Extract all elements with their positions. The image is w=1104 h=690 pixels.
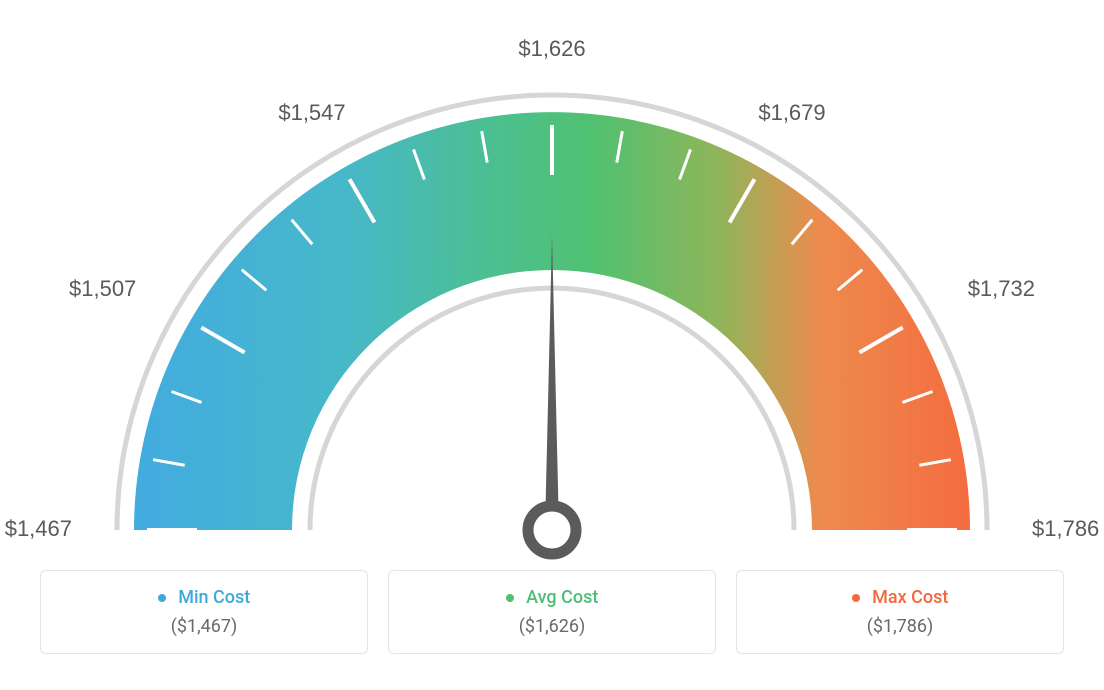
bullet-icon — [158, 594, 166, 602]
card-value-text: ($1,626) — [403, 616, 701, 637]
card-value-text: ($1,786) — [751, 616, 1049, 637]
svg-text:$1,679: $1,679 — [758, 100, 825, 125]
svg-text:$1,732: $1,732 — [968, 276, 1035, 301]
gauge-svg: $1,467 $1,507 $1,547 $1,626 $1,679 $1,732 $1,7… — [0, 30, 1104, 590]
card-title-text: Min Cost — [178, 587, 250, 608]
svg-text:$1,547: $1,547 — [278, 100, 345, 125]
svg-text:$1,786: $1,786 — [1032, 516, 1099, 541]
svg-text:$1,467: $1,467 — [5, 516, 72, 541]
card-title-text: Avg Cost — [526, 587, 598, 608]
card-value-text: ($1,467) — [55, 616, 353, 637]
gauge-chart: $1,467 $1,507 $1,547 $1,626 $1,679 $1,732 $1,7… — [0, 0, 1104, 560]
svg-text:$1,507: $1,507 — [69, 276, 136, 301]
bullet-icon — [506, 594, 514, 602]
card-title-text: Max Cost — [872, 587, 948, 608]
svg-text:$1,626: $1,626 — [518, 36, 585, 61]
bullet-icon — [852, 594, 860, 602]
